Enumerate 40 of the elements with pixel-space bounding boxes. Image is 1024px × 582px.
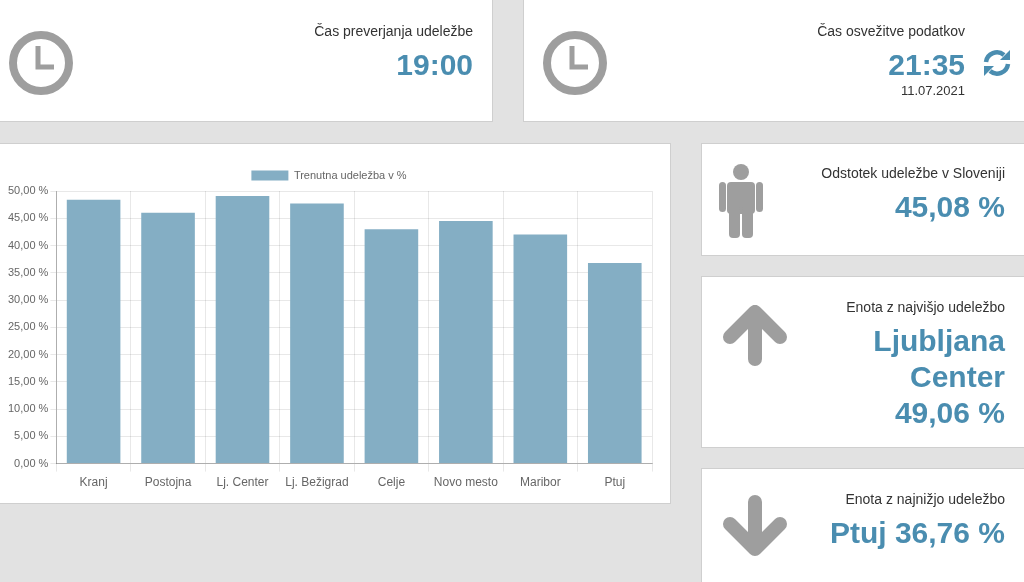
text: 21:35 (888, 48, 965, 81)
y-tick-label: 25,00 % (7, 320, 49, 333)
y-tick-label: 45,00 % (7, 211, 49, 224)
x-tick-label: Novo mesto (433, 475, 499, 490)
y-tick-label: 35,00 % (7, 265, 49, 278)
y-tick-label: 30,00 % (7, 293, 49, 306)
text: Čas preverjanja udeležbe (314, 23, 473, 39)
bar (141, 212, 195, 464)
text: Ljubljana Center (873, 324, 1005, 393)
text: Ptuj 36,76 % (829, 516, 1005, 549)
legend-label: Trenutna udeležba v % (293, 168, 407, 181)
text: Enota z najnižjo udeležbo (845, 491, 1005, 507)
x-tick-label: Postojna (144, 475, 192, 490)
y-tick-label: 15,00 % (7, 374, 49, 387)
x-tick-label: Lj. Center (216, 475, 269, 490)
x-tick-label: Ptuj (604, 475, 626, 490)
text: Enota z najvišjo udeležbo (846, 299, 1005, 315)
bar (513, 234, 568, 464)
x-tick-label: Lj. Bežigrad (285, 475, 349, 490)
bar (215, 195, 270, 464)
bar (439, 220, 493, 464)
text: 49,06 % (894, 396, 1005, 429)
y-tick-label: 10,00 % (7, 402, 49, 415)
text: Odstotek udeležbe v Sloveniji (821, 165, 1005, 181)
x-tick-label: Maribor (519, 475, 561, 490)
bar (290, 203, 344, 464)
y-tick-label: 50,00 % (7, 184, 49, 197)
bar (364, 229, 419, 464)
y-tick-label: 5,00 % (14, 429, 49, 442)
text: 45,08 % (894, 190, 1005, 223)
text: 11.07.2021 (900, 83, 965, 98)
y-tick-label: 40,00 % (7, 238, 49, 251)
bar (587, 262, 642, 464)
y-tick-label: 0,00 % (14, 456, 49, 469)
bar (66, 199, 121, 464)
x-tick-label: Celje (377, 475, 406, 490)
text: 19:00 (396, 48, 473, 81)
x-tick-label: Kranj (79, 475, 108, 490)
y-tick-label: 20,00 % (7, 347, 49, 360)
text: Čas osvežitve podatkov (817, 23, 965, 39)
